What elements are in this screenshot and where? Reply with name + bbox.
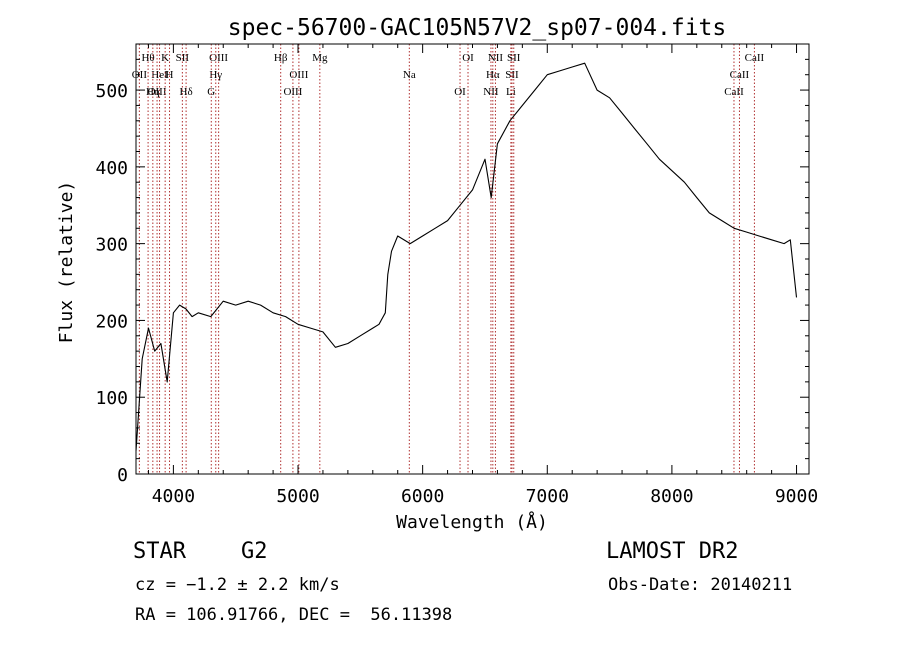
- chart-title: spec-56700-GAC105N57V2_sp07-004.fits: [228, 15, 727, 41]
- marker-label: Hγ: [209, 69, 222, 81]
- line-markers: HθOIIOIIIKHeIHηSIIHHδOIIIHγGHβOIIIOIIIMg…: [132, 44, 765, 474]
- x-tick-label: 7000: [526, 486, 569, 507]
- x-tick-label: 6000: [401, 486, 444, 507]
- y-axis: 0 100 200 300 400 500: [95, 43, 809, 486]
- marker-label: OIII: [289, 69, 308, 81]
- marker-label: CaII: [724, 86, 744, 98]
- marker-label: OI: [462, 52, 474, 64]
- marker-label: OI: [454, 86, 466, 98]
- marker-label: SII: [176, 52, 190, 64]
- survey-name: LAMOST DR2: [606, 539, 739, 564]
- plot-frame: [135, 43, 810, 475]
- marker-label: SII: [505, 69, 519, 81]
- x-axis-label: Wavelength (Å): [396, 511, 548, 533]
- marker-label: SII: [507, 52, 521, 64]
- redshift-cz: cz = −1.2 ± 2.2 km/s: [135, 575, 340, 595]
- marker-label: NII: [488, 52, 504, 64]
- marker-label: G: [207, 86, 215, 98]
- marker-label: Hα: [486, 69, 500, 81]
- marker-label: Mg: [312, 52, 328, 64]
- marker-label: Hθ: [141, 52, 154, 64]
- marker-label: Na: [403, 69, 416, 81]
- marker-label: H: [166, 69, 174, 81]
- x-tick-label: 9000: [775, 486, 818, 507]
- series-line: [135, 62, 798, 452]
- marker-label: Hβ: [274, 52, 288, 64]
- marker-label: HeI: [151, 69, 168, 81]
- y-tick-label: 400: [95, 158, 128, 179]
- object-class: STAR: [133, 539, 186, 564]
- marker-label: OIII: [148, 86, 167, 98]
- marker-label: OIII: [283, 86, 302, 98]
- marker-label: Li: [506, 86, 516, 98]
- x-tick-label: 4000: [152, 486, 195, 507]
- x-tick-label: 8000: [650, 486, 693, 507]
- marker-label: CaII: [730, 69, 750, 81]
- marker-label: OIII: [209, 52, 228, 64]
- y-axis-label: Flux (relative): [56, 181, 77, 344]
- y-tick-label: 100: [95, 388, 128, 409]
- series-layer: [135, 62, 798, 452]
- marker-label: CaII: [745, 52, 765, 64]
- obs-date: Obs-Date: 20140211: [608, 575, 793, 595]
- marker-label: NII: [483, 86, 499, 98]
- object-subclass: G2: [241, 539, 268, 564]
- y-tick-label: 0: [117, 465, 128, 486]
- y-tick-label: 300: [95, 235, 128, 256]
- marker-label: Hδ: [180, 86, 193, 98]
- marker-label: K: [161, 52, 169, 64]
- x-axis: 4000 5000 6000 7000 8000 9000: [147, 44, 818, 507]
- y-tick-label: 200: [95, 311, 128, 332]
- x-tick-label: 5000: [276, 486, 319, 507]
- coordinates: RA = 106.91766, DEC = 56.11398: [135, 605, 453, 625]
- marker-label: Hη: [146, 86, 160, 98]
- y-tick-label: 500: [95, 81, 128, 102]
